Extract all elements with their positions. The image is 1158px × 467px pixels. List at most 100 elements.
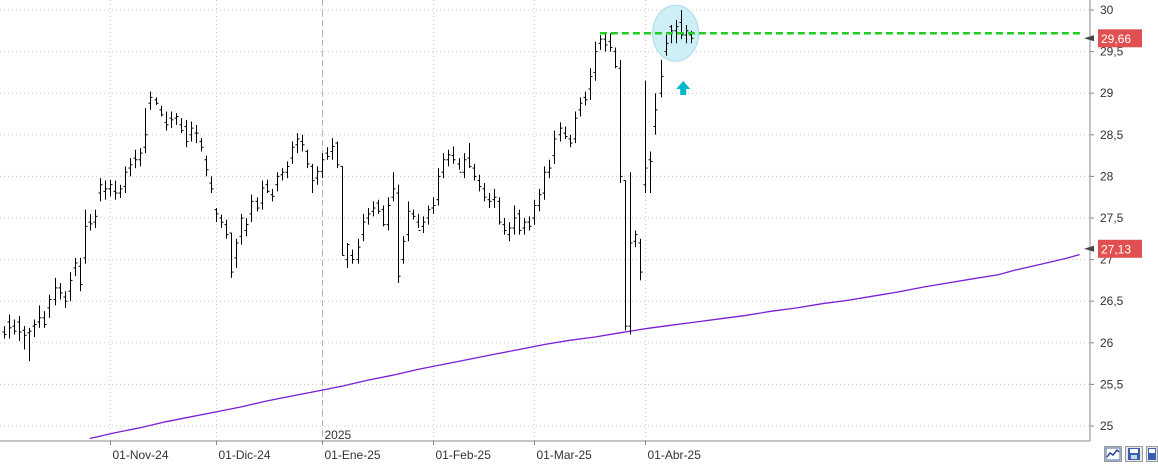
price-bar: [517, 209, 522, 235]
price-bar: [532, 199, 537, 225]
price-bar: [416, 213, 421, 231]
price-bar: [103, 180, 108, 200]
price-bar: [320, 153, 325, 179]
price-bar: [497, 197, 502, 225]
price-bar: [194, 124, 199, 144]
price-bar: [482, 183, 487, 202]
price-bar: [22, 326, 27, 350]
price-bar: [209, 176, 214, 194]
price-bar: [63, 291, 68, 308]
price-bar: [204, 155, 209, 177]
price-bar: [73, 257, 78, 277]
price-bar: [623, 180, 628, 331]
price-bar: [386, 197, 391, 231]
price-bar: [391, 172, 396, 202]
price-bar: [527, 216, 532, 231]
price-bar: [522, 218, 527, 235]
price-bar: [17, 316, 22, 342]
price-bar: [608, 33, 613, 52]
price-bar: [507, 222, 512, 242]
price-bar: [371, 201, 376, 217]
price-bar: [537, 188, 542, 212]
y-tick-label: 28,5: [1100, 128, 1124, 142]
highlight-ellipse: [652, 4, 700, 62]
price-tags: 29,66 27,13: [1084, 29, 1142, 258]
price-bar: [280, 168, 285, 181]
y-tick-label: 29,5: [1100, 45, 1124, 59]
price-bar: [457, 158, 462, 173]
price-bar: [335, 141, 340, 169]
up-arrow-shape: [676, 81, 691, 96]
price-bar: [108, 179, 113, 197]
price-bar: [78, 257, 83, 292]
price-bar: [128, 158, 133, 177]
price-bar: [462, 153, 467, 179]
price-bar: [83, 209, 88, 264]
price-bar: [199, 138, 204, 152]
price-bar: [133, 149, 138, 169]
price-bar: [492, 188, 497, 209]
price-bar: [512, 205, 517, 235]
price-bar: [219, 214, 224, 228]
price-bar: [42, 311, 47, 328]
price-bar: [300, 134, 305, 152]
disk-icon[interactable]: [1146, 446, 1158, 462]
price-bar: [603, 33, 608, 52]
moving-average-line: [89, 253, 1080, 440]
price-bar: [648, 151, 653, 194]
y-tick-label: 28: [1100, 169, 1114, 183]
price-bar: [588, 68, 593, 100]
x-axis: 01-Nov-24 01-Dic-24 01-Ene-25 01-Feb-25 01-M…: [0, 428, 1090, 462]
price-bar: [361, 213, 366, 242]
price-bar: [290, 141, 295, 164]
chart-scale-icon[interactable]: [1104, 446, 1122, 462]
price-tag-label: 29,66: [1101, 32, 1131, 46]
price-bar: [376, 199, 381, 214]
price-bar: [154, 97, 159, 105]
price-bar: [477, 174, 482, 192]
price-bar: [138, 148, 143, 167]
price-bar: [613, 47, 618, 69]
year-label: 2025: [325, 428, 352, 442]
price-bar: [260, 180, 265, 210]
price-bar: [340, 165, 345, 256]
price-bar: [53, 277, 58, 306]
price-bar: [659, 59, 664, 98]
price-bar: [638, 238, 643, 281]
price-bar: [305, 149, 310, 169]
price-bars: [2, 10, 694, 362]
price-bar: [684, 24, 689, 44]
y-tick-label: 30: [1100, 3, 1114, 17]
x-tick-label: 01-Mar-25: [537, 448, 593, 462]
price-bar: [265, 179, 270, 194]
price-bar: [381, 205, 386, 227]
x-tick-label: 01-Dic-24: [219, 448, 271, 462]
price-bar: [421, 216, 426, 233]
y-tick-label: 26: [1100, 336, 1114, 350]
price-bar: [441, 153, 446, 179]
price-bar: [143, 108, 148, 154]
price-bar: [249, 194, 254, 223]
price-bar: [270, 188, 275, 202]
price-bar: [426, 205, 431, 225]
price-bar: [159, 105, 164, 117]
price-bar: [239, 213, 244, 245]
price-bar: [275, 172, 280, 192]
price-bar: [356, 238, 361, 264]
save-icon[interactable]: [1125, 446, 1143, 462]
up-arrow-icon: [676, 81, 691, 96]
price-bar: [68, 272, 73, 302]
price-bar: [451, 146, 456, 164]
price-bar: [467, 143, 472, 169]
price-bar: [366, 208, 371, 225]
price-bar: [583, 91, 588, 106]
price-bar: [123, 166, 128, 194]
x-tick-label: 01-Feb-25: [436, 448, 492, 462]
x-tick-label: 01-Ene-25: [325, 448, 381, 462]
price-bar: [37, 305, 42, 328]
price-bar: [643, 80, 648, 194]
price-bar: [98, 178, 103, 202]
price-bar: [32, 319, 37, 337]
